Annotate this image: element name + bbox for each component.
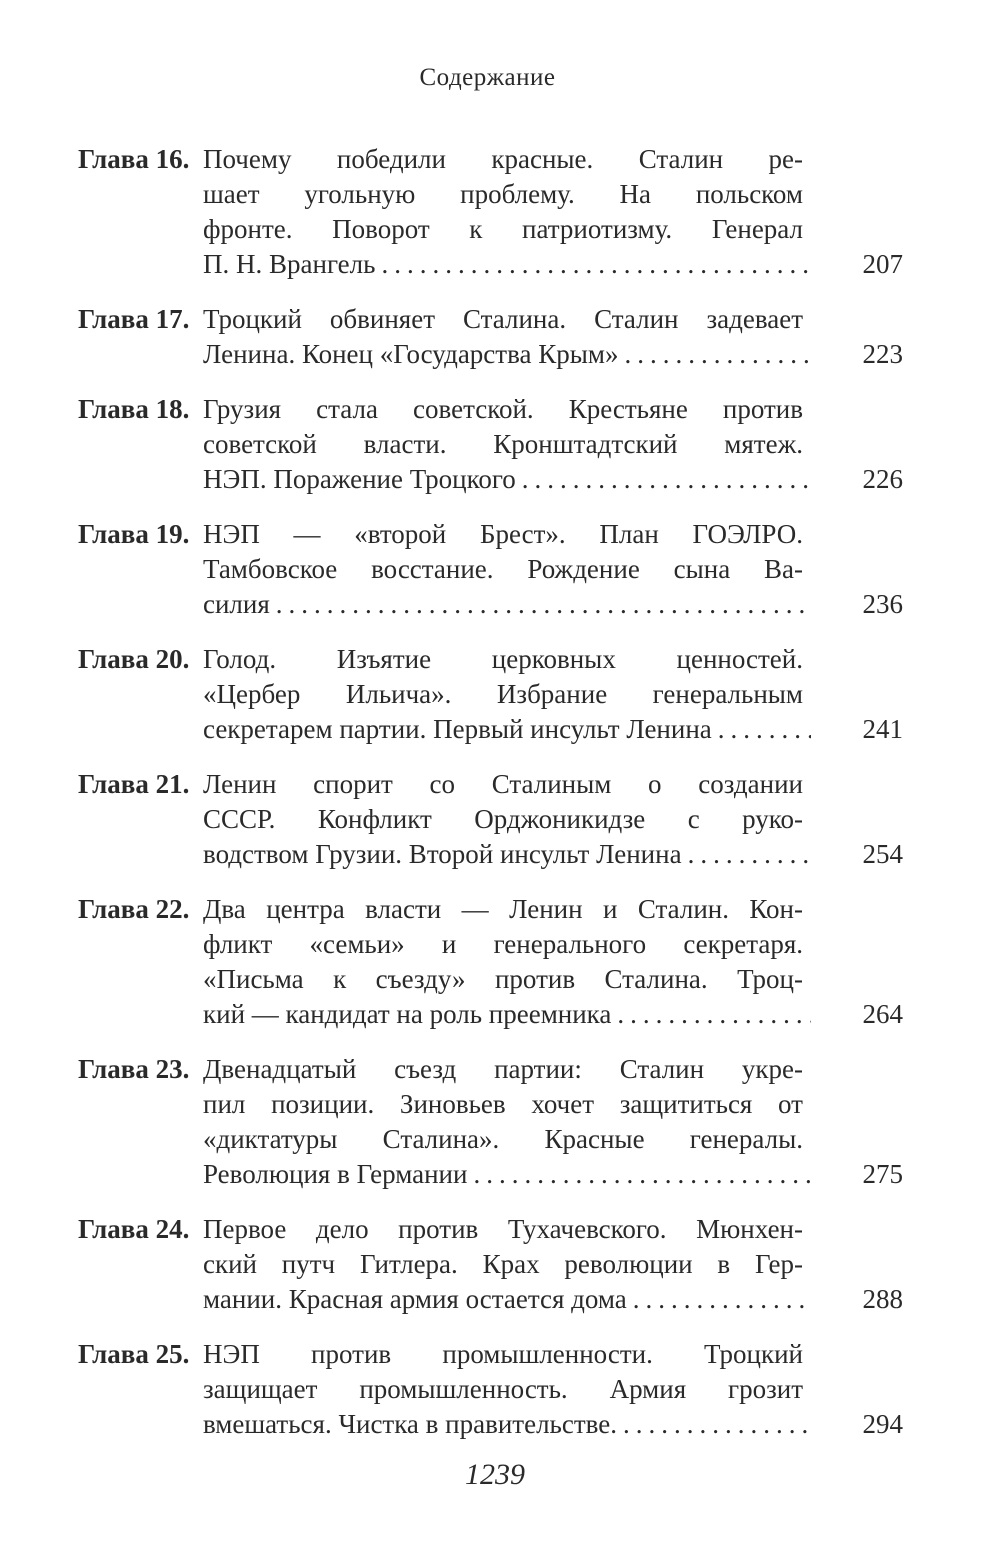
chapter-text-line: вмешаться. Чистка в правительстве. bbox=[203, 1409, 617, 1439]
chapter-last-line: секретарем партии. Первый инсульт Ленина… bbox=[203, 712, 903, 747]
chapter-label: Глава 20. bbox=[78, 644, 190, 674]
chapter-label: Глава 17. bbox=[78, 304, 190, 334]
chapter-text-line: Революция в Германии bbox=[203, 1159, 468, 1189]
chapter-last-line: силия...................................… bbox=[203, 587, 903, 622]
chapter-page-number: 207 bbox=[862, 249, 904, 279]
toc-entry: Глава 18. Грузия стала советской. Крестья… bbox=[78, 392, 908, 497]
chapter-text-line: защищает промышленность. Армия грозит bbox=[203, 1374, 803, 1404]
chapter-text-line: Грузия стала советской. Крестьяне против bbox=[203, 394, 803, 424]
chapter-text-line: Первое дело против Тухачевского. Мюнхен- bbox=[203, 1214, 803, 1244]
chapter-text-line: НЭП. Поражение Троцкого bbox=[203, 464, 516, 494]
chapter-label: Глава 16. bbox=[78, 144, 190, 174]
chapter-text-line: мании. Красная армия остается дома bbox=[203, 1284, 627, 1314]
chapter-text-line: советской власти. Кронштадтский мятеж. bbox=[203, 429, 803, 459]
chapter-text-line: секретарем партии. Первый инсульт Ленина bbox=[203, 714, 712, 744]
toc-entry: Глава 23. Двенадцатый съезд партии: Стали… bbox=[78, 1052, 908, 1192]
chapter-description: Троцкий обвиняет Сталина. Сталин задевае… bbox=[203, 302, 903, 372]
chapter-text-line: Тамбовское восстание. Рождение сына Ва- bbox=[203, 554, 803, 584]
chapter-text-line: Почему победили красные. Сталин ре- bbox=[203, 144, 803, 174]
dot-leader: ........................................… bbox=[473, 1159, 811, 1189]
chapter-description: Двенадцатый съезд партии: Сталин укре-пи… bbox=[203, 1052, 903, 1192]
page-title: Содержание bbox=[419, 64, 556, 91]
chapter-text-line: Троцкий обвиняет Сталина. Сталин задевае… bbox=[203, 304, 803, 334]
chapter-last-line: мании. Красная армия остается дома......… bbox=[203, 1282, 903, 1317]
dot-leader: ........................................… bbox=[381, 249, 811, 279]
chapter-label: Глава 22. bbox=[78, 894, 190, 924]
chapter-last-line: кий — кандидат на роль преемника........… bbox=[203, 997, 903, 1032]
chapter-page-number: 241 bbox=[862, 714, 904, 744]
chapter-description: Голод. Изъятие церковных ценностей. «Церб… bbox=[203, 642, 903, 747]
chapter-page-number: 275 bbox=[862, 1159, 904, 1189]
toc-entry: Глава 25. НЭП против промышленности. Троц… bbox=[78, 1337, 908, 1442]
toc-entry: Глава 17. Троцкий обвиняет Сталина. Стали… bbox=[78, 302, 908, 372]
chapter-text-line: Ленина. Конец «Государства Крым» bbox=[203, 339, 619, 369]
toc-entry: Глава 21. Ленин спорит со Сталиным о созд… bbox=[78, 767, 908, 872]
chapter-last-line: Революция в Германии....................… bbox=[203, 1157, 903, 1192]
chapter-description: НЭП — «второй Брест». План ГОЭЛРО. Тамбов… bbox=[203, 517, 903, 622]
dot-leader: ........................................… bbox=[632, 1284, 811, 1314]
chapter-text-line: ский путч Гитлера. Крах революции в Гер- bbox=[203, 1249, 803, 1279]
page-number: 1239 bbox=[465, 1458, 525, 1491]
chapter-text-line: силия bbox=[203, 589, 270, 619]
chapter-text-line: Двенадцатый съезд партии: Сталин укре- bbox=[203, 1054, 803, 1084]
chapter-last-line: вмешаться. Чистка в правительстве.......… bbox=[203, 1407, 903, 1442]
chapter-label: Глава 18. bbox=[78, 394, 190, 424]
chapter-text-line: шает угольную проблему. На польском bbox=[203, 179, 803, 209]
toc-entry: Глава 22. Два центра власти — Ленин и Ста… bbox=[78, 892, 908, 1032]
chapter-text-line: фронте. Поворот к патриотизму. Генерал bbox=[203, 214, 803, 244]
chapter-page-number: 264 bbox=[862, 999, 904, 1029]
chapter-label: Глава 24. bbox=[78, 1214, 190, 1244]
dot-leader: ........................................… bbox=[687, 839, 811, 869]
chapter-description: Грузия стала советской. Крестьяне против… bbox=[203, 392, 903, 497]
chapter-page-number: 223 bbox=[862, 339, 904, 369]
chapter-description: Первое дело против Тухачевского. Мюнхен-… bbox=[203, 1212, 903, 1317]
chapter-last-line: НЭП. Поражение Троцкого.................… bbox=[203, 462, 903, 497]
dot-leader: ........................................… bbox=[617, 999, 811, 1029]
chapter-text-line: П. Н. Врангель bbox=[203, 249, 376, 279]
chapter-text-line: фликт «семьи» и генерального секретаря. bbox=[203, 929, 803, 959]
chapter-last-line: Ленина. Конец «Государства Крым»........… bbox=[203, 337, 903, 372]
chapter-text-line: Ленин спорит со Сталиным о создании bbox=[203, 769, 803, 799]
dot-leader: ........................................… bbox=[622, 1409, 811, 1439]
chapter-text-line: «Цербер Ильича». Избрание генеральным bbox=[203, 679, 803, 709]
chapter-description: Почему победили красные. Сталин ре-шает … bbox=[203, 142, 903, 282]
chapter-page-number: 236 bbox=[862, 589, 904, 619]
toc-entry: Глава 16. Почему победили красные. Сталин… bbox=[78, 142, 908, 282]
chapter-page-number: 254 bbox=[862, 839, 904, 869]
chapter-label: Глава 21. bbox=[78, 769, 190, 799]
chapter-page-number: 294 bbox=[862, 1409, 904, 1439]
chapter-description: Два центра власти — Ленин и Сталин. Кон-… bbox=[203, 892, 903, 1032]
table-of-contents: Глава 16. Почему победили красные. Сталин… bbox=[78, 142, 908, 1462]
chapter-description: НЭП против промышленности. Троцкий защища… bbox=[203, 1337, 903, 1442]
chapter-text-line: Голод. Изъятие церковных ценностей. bbox=[203, 644, 803, 674]
dot-leader: ........................................… bbox=[521, 464, 811, 494]
chapter-text-line: кий — кандидат на роль преемника bbox=[203, 999, 612, 1029]
chapter-text-line: НЭП — «второй Брест». План ГОЭЛРО. bbox=[203, 519, 803, 549]
dot-leader: ........................................… bbox=[624, 339, 811, 369]
chapter-description: Ленин спорит со Сталиным о создании СССР.… bbox=[203, 767, 903, 872]
chapter-text-line: НЭП против промышленности. Троцкий bbox=[203, 1339, 803, 1369]
toc-entry: Глава 20. Голод. Изъятие церковных ценнос… bbox=[78, 642, 908, 747]
chapter-last-line: П. Н. Врангель..........................… bbox=[203, 247, 903, 282]
toc-entry: Глава 19. НЭП — «второй Брест». План ГОЭЛ… bbox=[78, 517, 908, 622]
dot-leader: ........................................… bbox=[717, 714, 811, 744]
chapter-label: Глава 23. bbox=[78, 1054, 190, 1084]
chapter-text-line: «Письма к съезду» против Сталина. Троц- bbox=[203, 964, 803, 994]
chapter-last-line: водством Грузии. Второй инсульт Ленина..… bbox=[203, 837, 903, 872]
chapter-text-line: СССР. Конфликт Орджоникидзе с руко- bbox=[203, 804, 803, 834]
chapter-page-number: 226 bbox=[862, 464, 904, 494]
chapter-label: Глава 19. bbox=[78, 519, 190, 549]
chapter-page-number: 288 bbox=[862, 1284, 904, 1314]
chapter-text-line: «диктатуры Сталина». Красные генералы. bbox=[203, 1124, 803, 1154]
toc-entry: Глава 24. Первое дело против Тухачевского… bbox=[78, 1212, 908, 1317]
chapter-text-line: Два центра власти — Ленин и Сталин. Кон- bbox=[203, 894, 803, 924]
chapter-text-line: пил позиции. Зиновьев хочет защититься о… bbox=[203, 1089, 803, 1119]
chapter-text-line: водством Грузии. Второй инсульт Ленина bbox=[203, 839, 682, 869]
dot-leader: ........................................… bbox=[275, 589, 811, 619]
chapter-label: Глава 25. bbox=[78, 1339, 190, 1369]
